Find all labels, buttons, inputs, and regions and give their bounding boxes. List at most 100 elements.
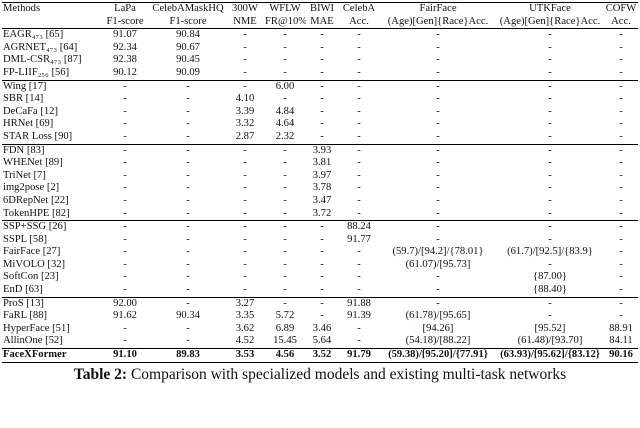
value-cell: - (243, 258, 247, 270)
value-cell: - (186, 169, 190, 181)
method-cell: DML-CSR₄₇₃ [87] (3, 54, 82, 66)
value-cell: 92.00 (100, 296, 150, 311)
value-cell: - (186, 130, 190, 142)
value-cell: - (306, 296, 338, 311)
value-cell: - (619, 310, 623, 322)
method-cell: FaRL [88] (3, 310, 48, 322)
method-cell: DeCaFa [12] (3, 105, 59, 117)
value-cell: - (226, 220, 264, 234)
value-cell: (61.78)/[95.65] (405, 310, 471, 322)
value-cell: - (436, 182, 440, 194)
header-row: F1-score F1-score NME FR@10% MAE Acc. (Age)[Ge… (2, 15, 638, 30)
table-row: SBR [14] - - 4.10 - - - - - - (2, 93, 638, 106)
table-row: TriNet [7] - - - - 3.97 - - - - (2, 170, 638, 183)
value-cell: - (186, 194, 190, 206)
value-cell: - (619, 182, 623, 194)
value-cell: - (357, 130, 361, 142)
value-cell: - (283, 258, 287, 270)
value-cell: - (619, 246, 623, 258)
value-cell: - (496, 220, 604, 234)
value-cell: - (320, 271, 324, 283)
value-cell: - (619, 284, 623, 296)
table-row: SSPL [58] - - - - - 91.77 - - - (2, 234, 638, 247)
method-cell: img2pose [2] (3, 182, 60, 194)
table-row: AGRNET₄₇₃ [64] 92.34 90.67 - - - - - - - (2, 42, 638, 55)
value-cell: - (320, 105, 324, 117)
table-row: FP-LIIF₂₅₆ [56] 90.12 90.09 - - - - - - - (2, 67, 638, 80)
value-cell: - (436, 29, 440, 41)
table-row: AllinOne [52] - - 4.52 15.45 5.64 - (54.18)/[88… (2, 335, 638, 348)
value-cell: - (496, 79, 604, 94)
value-cell: - (123, 194, 127, 206)
value-cell: - (357, 118, 361, 130)
value-cell: 88.24 (338, 220, 380, 234)
value-cell: - (357, 271, 361, 283)
method-cell: WHENet [89] (3, 157, 63, 169)
value-cell: - (186, 182, 190, 194)
method-cell: MiVOLO [32] (3, 258, 66, 270)
value-cell: - (338, 143, 380, 158)
value-cell: - (357, 258, 361, 270)
value-cell: 6.00 (264, 79, 306, 94)
method-cell: TokenHPE [82] (3, 207, 70, 219)
value-cell: - (436, 284, 440, 296)
value-cell: - (186, 207, 190, 219)
value-cell: - (496, 296, 604, 311)
header-row: Methods LaPa CelebAMaskHQ 300W WFLW BIWI Celeb… (2, 1, 638, 16)
value-cell: - (123, 157, 127, 169)
value-cell: (54.18)/[88.22] (405, 335, 471, 347)
value-cell: - (357, 194, 361, 206)
value-cell: - (548, 169, 552, 181)
table-row: FaRL [88] 91.62 90.34 3.35 5.72 - 91.39 (61.78)… (2, 310, 638, 323)
value-cell: - (548, 233, 552, 245)
value-cell: - (186, 271, 190, 283)
value-cell: - (100, 79, 150, 94)
table-row: 6DRepNet [22] - - - - 3.47 - - - - (2, 195, 638, 208)
value-cell: - (243, 66, 247, 78)
value-cell: - (320, 54, 324, 66)
value-cell: 3.47 (312, 194, 332, 206)
value-cell: - (619, 258, 623, 270)
value-cell: - (123, 105, 127, 117)
table-row: FairFace [27] - - - - - - (59.7)/[94.2]/{78.01}… (2, 246, 638, 259)
value-cell: - (548, 310, 552, 322)
header-cell: NME (226, 15, 264, 30)
header-cell: COFW (604, 1, 638, 16)
value-cell: 91.39 (347, 310, 371, 322)
value-cell: - (436, 194, 440, 206)
value-cell: - (436, 233, 440, 245)
header-cell: UTKFace (496, 1, 604, 16)
value-cell: - (604, 296, 638, 311)
value-cell: - (123, 233, 127, 245)
value-cell: - (357, 284, 361, 296)
value-cell: - (604, 220, 638, 234)
value-cell: - (123, 118, 127, 130)
value-cell: 4.84 (275, 105, 295, 117)
value-cell: - (243, 207, 247, 219)
value-cell: 6.89 (275, 322, 295, 334)
value-cell: 4.64 (275, 118, 295, 130)
caption-text: Comparison with specialized models and e… (130, 365, 567, 383)
header-cell: MAE (306, 15, 338, 30)
method-cell: AllinOne [52] (3, 335, 63, 347)
value-cell: - (380, 143, 496, 158)
value-cell: - (243, 182, 247, 194)
value-cell: 3.62 (235, 322, 255, 334)
value-cell: - (548, 258, 552, 270)
method-cell: FP-LIIF₂₅₆ [56] (3, 66, 70, 78)
value-cell: - (619, 118, 623, 130)
method-cell: FairFace [27] (3, 246, 61, 258)
header-cell: WFLW (264, 1, 306, 16)
value-cell: 3.97 (312, 169, 332, 181)
value-cell: 3.93 (306, 143, 338, 158)
table-row: TokenHPE [82] - - - - 3.72 - - - - (2, 208, 638, 221)
method-cell: Wing [17] (2, 79, 100, 94)
value-cell: - (123, 322, 127, 334)
value-cell: - (100, 143, 150, 158)
value-cell: - (357, 207, 361, 219)
method-cell: AGRNET₄₇₃ [64] (3, 41, 78, 53)
value-cell: - (619, 194, 623, 206)
value-cell: - (123, 258, 127, 270)
value-cell: - (243, 41, 247, 53)
value-cell: - (548, 93, 552, 105)
